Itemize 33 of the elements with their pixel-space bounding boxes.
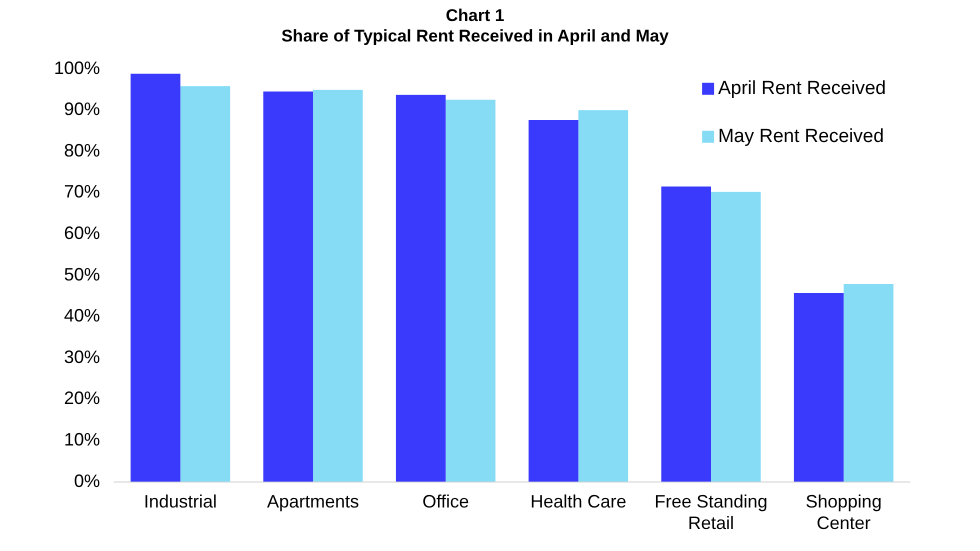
y-tick-label: 40%: [64, 306, 100, 326]
bar: [578, 110, 628, 482]
y-tick-label: 10%: [64, 429, 100, 450]
bar: [180, 86, 230, 482]
chart-subtitle: Share of Typical Rent Received in April and May: [281, 26, 670, 46]
bar: [661, 186, 712, 482]
chart-title: Chart 1: [446, 6, 504, 25]
bar: [130, 74, 180, 482]
y-tick-label: 30%: [64, 346, 100, 367]
x-tick-label: Free Standing Retail: [654, 492, 768, 534]
bar: [794, 293, 844, 482]
legend-label: April Rent Received: [718, 78, 886, 100]
x-tick-label: Office: [422, 492, 470, 512]
bar: [263, 92, 314, 482]
y-tick-label: 50%: [64, 264, 100, 284]
bar: [711, 192, 761, 482]
bar: [446, 100, 496, 482]
y-tick-label: 20%: [64, 388, 100, 408]
x-tick-label: Apartments: [267, 492, 360, 512]
y-tick-label: 0%: [74, 470, 100, 491]
y-tick-label: 70%: [64, 182, 100, 202]
x-tick-label: Health Care: [530, 492, 626, 512]
bar: [844, 284, 894, 482]
bar: [396, 94, 446, 482]
bar: [313, 90, 363, 482]
legend-label: May Rent Received: [718, 126, 884, 148]
y-tick-label: 100%: [54, 58, 100, 78]
y-tick-label: 90%: [64, 99, 100, 120]
bar: [528, 120, 578, 482]
x-tick-label: Shopping Center: [806, 492, 882, 534]
y-tick-label: 60%: [64, 222, 100, 243]
y-tick-label: 80%: [64, 140, 100, 160]
x-tick-label: Industrial: [144, 492, 217, 512]
